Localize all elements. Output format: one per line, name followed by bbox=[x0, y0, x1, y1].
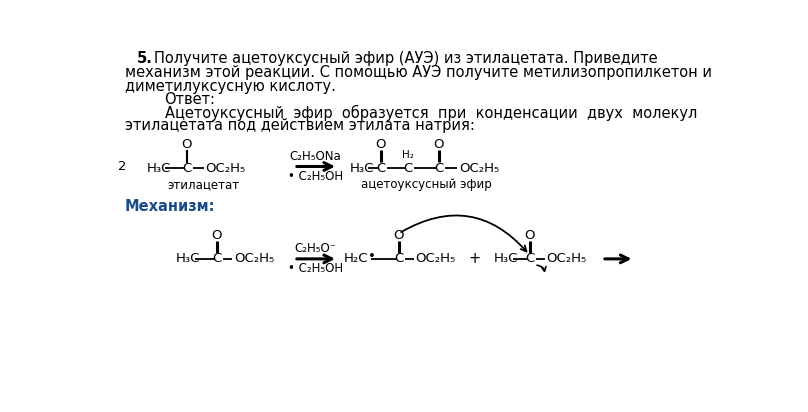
Text: этилацетата под действием этилата натрия:: этилацетата под действием этилата натрия… bbox=[124, 118, 474, 133]
Text: •: • bbox=[368, 250, 376, 263]
Text: OC₂H₅: OC₂H₅ bbox=[546, 253, 587, 265]
Text: C: C bbox=[213, 253, 221, 265]
Text: H₃C: H₃C bbox=[176, 253, 200, 265]
Text: • C₂H₅OH: • C₂H₅OH bbox=[288, 170, 343, 183]
Text: C₂H₅O⁻: C₂H₅O⁻ bbox=[295, 242, 337, 255]
Text: 5.: 5. bbox=[137, 51, 153, 66]
Text: H₂: H₂ bbox=[402, 150, 414, 160]
Text: O: O bbox=[524, 229, 535, 242]
Text: H₃C: H₃C bbox=[147, 162, 171, 175]
Text: C: C bbox=[525, 253, 534, 265]
Text: этилацетат: этилацетат bbox=[168, 178, 240, 192]
FancyArrowPatch shape bbox=[537, 265, 546, 271]
Text: H₂C: H₂C bbox=[343, 253, 368, 265]
Text: Ацетоуксусный  эфир  образуется  при  конденсации  двух  молекул: Ацетоуксусный эфир образуется при конден… bbox=[165, 105, 697, 121]
Text: C: C bbox=[377, 162, 385, 175]
Text: 2: 2 bbox=[119, 160, 127, 173]
Text: O: O bbox=[182, 138, 192, 152]
Text: механизм этой реакции. С помощью АУЭ получите метилизопропилкетон и: механизм этой реакции. С помощью АУЭ пол… bbox=[124, 65, 712, 80]
Text: O: O bbox=[212, 229, 222, 242]
Text: C: C bbox=[434, 162, 444, 175]
Text: Ответ:: Ответ: bbox=[165, 92, 216, 107]
Text: C: C bbox=[183, 162, 191, 175]
Text: OC₂H₅: OC₂H₅ bbox=[415, 253, 456, 265]
Text: OC₂H₅: OC₂H₅ bbox=[459, 162, 499, 175]
Text: • C₂H₅OH: • C₂H₅OH bbox=[288, 262, 343, 275]
Text: OC₂H₅: OC₂H₅ bbox=[234, 253, 274, 265]
Text: диметилуксусную кислоту.: диметилуксусную кислоту. bbox=[124, 79, 335, 94]
Text: Получите ацетоуксусный эфир (АУЭ) из этилацетата. Приведите: Получите ацетоуксусный эфир (АУЭ) из эти… bbox=[154, 51, 658, 66]
Text: O: O bbox=[393, 229, 404, 242]
Text: O: O bbox=[433, 138, 444, 152]
Text: +: + bbox=[469, 251, 481, 267]
Text: C₂H₅ONa: C₂H₅ONa bbox=[289, 150, 342, 163]
Text: OC₂H₅: OC₂H₅ bbox=[205, 162, 246, 175]
Text: H₃C: H₃C bbox=[349, 162, 374, 175]
Text: C: C bbox=[403, 162, 413, 175]
Text: O: O bbox=[376, 138, 386, 152]
Text: H₃C: H₃C bbox=[494, 253, 519, 265]
Text: Механизм:: Механизм: bbox=[124, 199, 215, 214]
Text: C: C bbox=[394, 253, 403, 265]
FancyArrowPatch shape bbox=[401, 215, 527, 251]
Text: ацетоуксусный эфир: ацетоуксусный эфир bbox=[361, 178, 492, 192]
